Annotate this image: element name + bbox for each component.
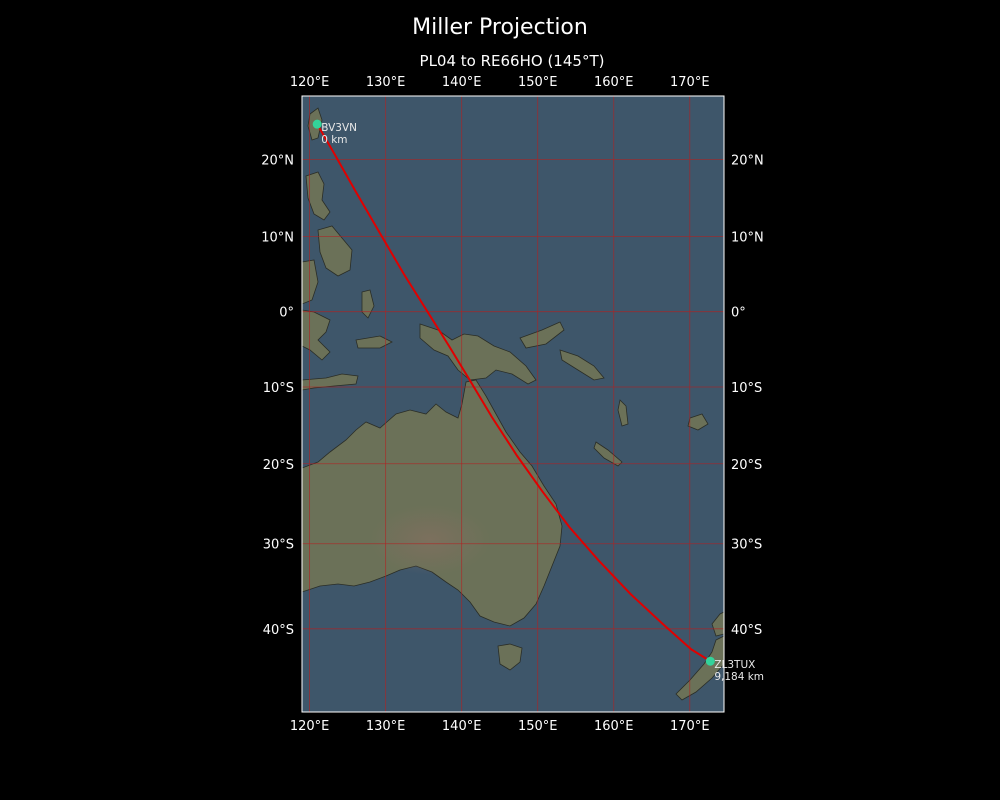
map-subtitle: PL04 to RE66HO (145°T) <box>420 52 605 70</box>
lon-tick-label-top: 140°E <box>442 75 482 90</box>
lesser-sunda-land <box>302 373 359 391</box>
lat-tick-label-left: 0° <box>279 306 294 321</box>
fiji-land <box>687 413 709 431</box>
desert-shading <box>370 505 490 575</box>
figure-title: Miller Projection <box>412 15 588 40</box>
tick-labels: 120°E 120°E 130°E 130°E 140°E 140°E 150°E 150°E… <box>261 75 764 734</box>
visayas-mindanao-land <box>317 225 353 277</box>
lon-tick-label-top: 120°E <box>290 75 330 90</box>
lat-tick-label-right: 10°S <box>731 381 762 396</box>
station-callsign: BV3VN <box>321 122 357 134</box>
station-marker[interactable] <box>705 656 715 666</box>
lat-tick-label-right: 30°S <box>731 538 762 553</box>
lat-tick-label-left: 10°N <box>261 230 294 245</box>
lat-tick-label-right: 20°N <box>731 154 764 169</box>
new-guinea-land <box>419 323 537 385</box>
lon-tick-label-bottom: 150°E <box>518 719 558 734</box>
tasmania-land <box>497 643 523 671</box>
lon-tick-label-top: 130°E <box>366 75 406 90</box>
new-zealand-north-land <box>711 611 724 637</box>
station-distance: 0 km <box>321 134 347 146</box>
station-marker[interactable] <box>312 119 322 129</box>
great-circle-path <box>316 123 711 663</box>
lon-tick-label-bottom: 130°E <box>366 719 406 734</box>
lat-tick-label-right: 10°N <box>731 230 764 245</box>
lat-tick-label-left: 30°S <box>263 538 294 553</box>
new-britain-land <box>519 321 565 349</box>
lat-tick-label-right: 20°S <box>731 458 762 473</box>
solomon-islands-land <box>559 349 605 381</box>
lon-tick-label-top: 170°E <box>670 75 710 90</box>
lat-tick-label-left: 40°S <box>263 623 294 638</box>
lon-tick-label-bottom: 160°E <box>594 719 634 734</box>
lon-tick-label-bottom: 120°E <box>290 719 330 734</box>
lon-tick-label-bottom: 140°E <box>442 719 482 734</box>
lat-tick-label-left: 10°S <box>263 381 294 396</box>
lat-tick-label-left: 20°S <box>263 458 294 473</box>
lon-tick-label-top: 150°E <box>518 75 558 90</box>
graticule <box>302 96 724 712</box>
vanuatu-land <box>617 399 629 427</box>
lon-tick-label-top: 160°E <box>594 75 634 90</box>
landmasses <box>302 107 724 701</box>
lat-tick-label-right: 40°S <box>731 623 762 638</box>
new-caledonia-land <box>593 441 623 467</box>
map-frame <box>301 95 725 713</box>
station-callsign: ZL3TUX <box>714 659 755 671</box>
station-distance: 9,184 km <box>714 671 764 683</box>
lon-tick-label-bottom: 170°E <box>670 719 710 734</box>
lat-tick-label-right: 0° <box>731 306 746 321</box>
lat-tick-label-left: 20°N <box>261 154 294 169</box>
sulawesi-land <box>302 309 331 361</box>
